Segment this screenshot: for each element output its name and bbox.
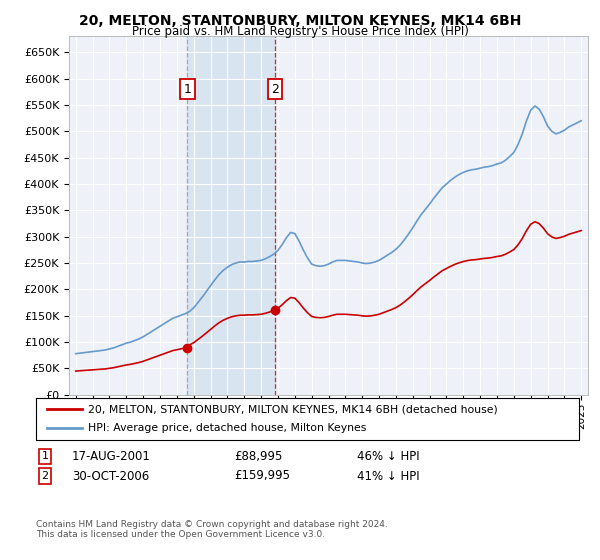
Text: 2: 2 — [271, 83, 279, 96]
Text: 41% ↓ HPI: 41% ↓ HPI — [357, 469, 419, 483]
Text: 20, MELTON, STANTONBURY, MILTON KEYNES, MK14 6BH: 20, MELTON, STANTONBURY, MILTON KEYNES, … — [79, 14, 521, 28]
Text: £159,995: £159,995 — [234, 469, 290, 483]
Text: 30-OCT-2006: 30-OCT-2006 — [72, 469, 149, 483]
Text: 2: 2 — [41, 471, 49, 481]
Text: 1: 1 — [184, 83, 191, 96]
Text: HPI: Average price, detached house, Milton Keynes: HPI: Average price, detached house, Milt… — [88, 423, 366, 433]
Text: Price paid vs. HM Land Registry's House Price Index (HPI): Price paid vs. HM Land Registry's House … — [131, 25, 469, 38]
Text: 1: 1 — [41, 451, 49, 461]
Text: 17-AUG-2001: 17-AUG-2001 — [72, 450, 151, 463]
Text: 46% ↓ HPI: 46% ↓ HPI — [357, 450, 419, 463]
Text: 20, MELTON, STANTONBURY, MILTON KEYNES, MK14 6BH (detached house): 20, MELTON, STANTONBURY, MILTON KEYNES, … — [88, 404, 497, 414]
Text: £88,995: £88,995 — [234, 450, 283, 463]
Text: Contains HM Land Registry data © Crown copyright and database right 2024.
This d: Contains HM Land Registry data © Crown c… — [36, 520, 388, 539]
Bar — [187, 36, 275, 395]
